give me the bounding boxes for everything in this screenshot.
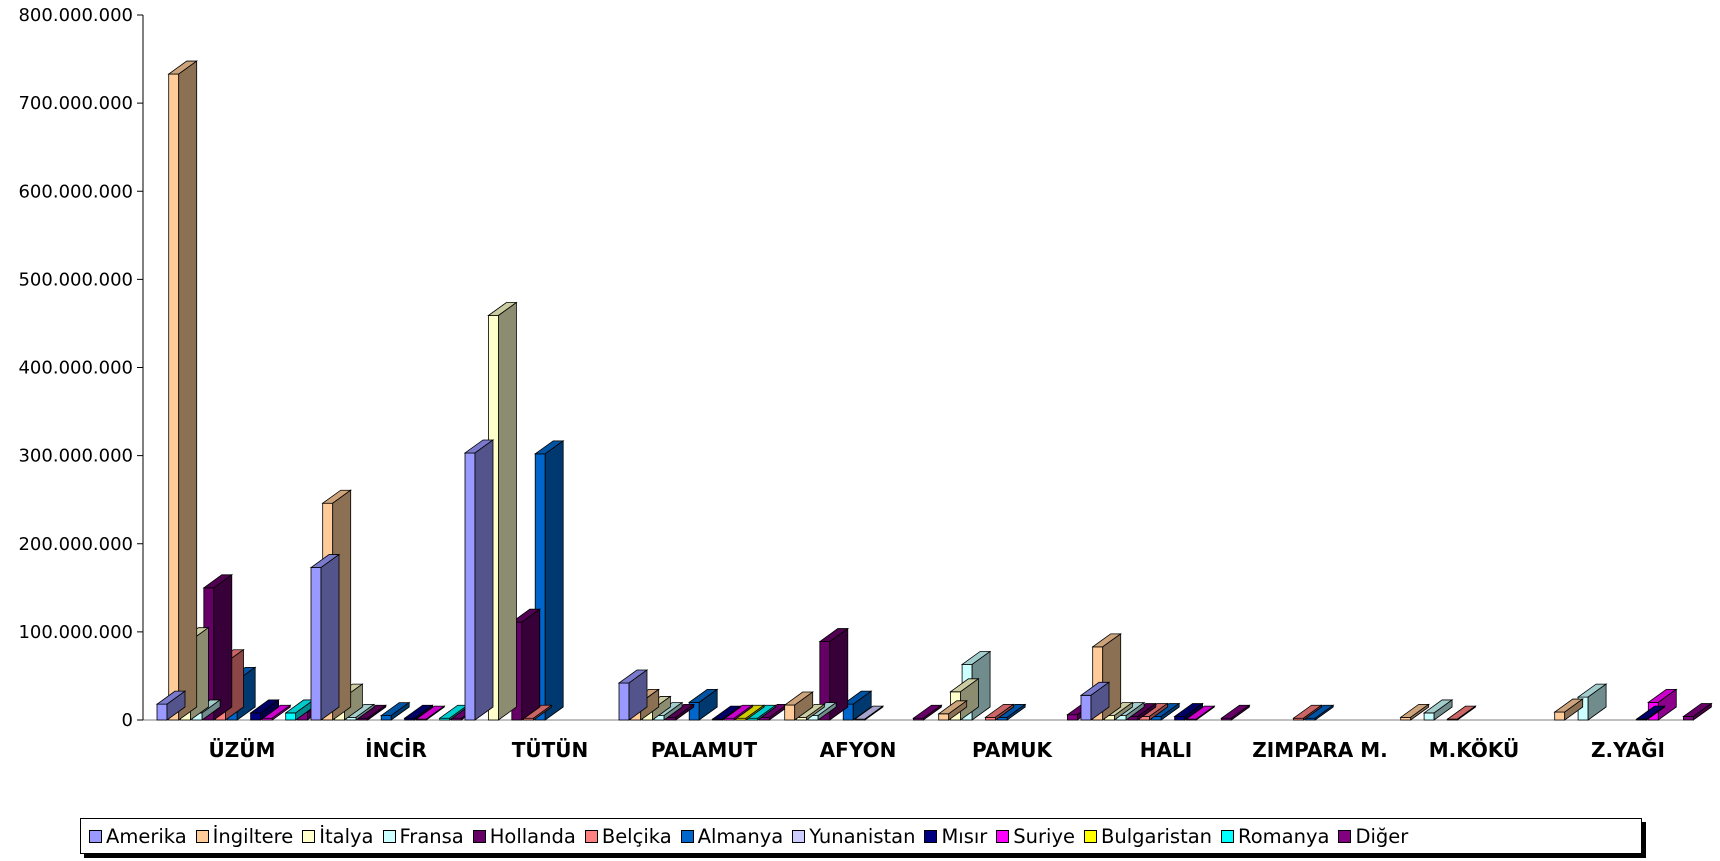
bar-belçika-2 (522, 704, 553, 721)
legend-label: Diğer (1355, 824, 1409, 848)
bar-diğer-9 (1682, 702, 1713, 721)
bar-hollanda-4 (818, 627, 850, 721)
legend-label: İngiltere (212, 824, 294, 848)
legend-label: Belçika (601, 824, 672, 848)
bar-suriye-3 (723, 704, 754, 721)
bar-mısır-0 (249, 699, 280, 721)
legend-item: Mısır (924, 825, 987, 848)
bar-i̇ngiltere-0 (167, 60, 198, 721)
legend-item: Amerika (89, 825, 187, 848)
legend-swatch (680, 829, 694, 843)
legend-item: Bulgaristan (1084, 825, 1212, 848)
bar-mısır-9 (1635, 705, 1666, 721)
legend-item: Fransa (382, 824, 464, 848)
x-category-label: HALI (1140, 738, 1192, 762)
legend-label: Amerika (106, 824, 187, 848)
y-tick-label: 500.000.000 (18, 269, 133, 290)
legend-item: Suriye (996, 825, 1075, 848)
legend-label: Mısır (941, 824, 988, 848)
legend-item: İtalya (302, 824, 374, 848)
bar-mısır-3 (711, 705, 742, 721)
legend-label: İtalya (319, 824, 374, 848)
bar-diğer-6 (1220, 704, 1251, 721)
y-tick-label: 700.000.000 (18, 93, 133, 114)
legend-swatch (792, 829, 806, 843)
x-category-label: PAMUK (972, 738, 1053, 762)
bar-i̇ngiltere-4 (783, 691, 814, 721)
bar-almanya-7 (1303, 704, 1335, 721)
bar-mısır-1 (403, 704, 434, 721)
legend-item: Romanya (1221, 825, 1329, 848)
legend-swatch (382, 829, 396, 843)
legend-swatch (195, 829, 209, 843)
bar-mısır-6 (1173, 702, 1204, 721)
bar-i̇ngiltere-5 (937, 700, 968, 721)
y-tick-label: 100.000.000 (18, 622, 133, 643)
legend: Amerika İngiltere İtalya Fransa Hollanda Belç… (80, 818, 1642, 854)
y-tick-label: 800.000.000 (18, 5, 133, 26)
bar-i̇ngiltere-9 (1553, 698, 1584, 721)
legend-swatch (302, 829, 316, 843)
y-tick-label: 400.000.000 (18, 358, 133, 379)
bar-almanya-1 (379, 701, 411, 721)
legend-item: Almanya (680, 824, 784, 848)
bar-romanya-3 (746, 704, 777, 721)
bar-almanya-3 (687, 688, 719, 721)
bar-almanya-2 (533, 440, 565, 721)
bar-fransa-9 (1576, 683, 1608, 721)
legend-item: Diğer (1338, 825, 1408, 848)
legend-swatch (584, 829, 598, 843)
legend-swatch (89, 829, 102, 843)
bar-belçika-8 (1446, 705, 1477, 721)
y-tick-label: 600.000.000 (18, 181, 133, 202)
x-category-label: ZIMPARA M. (1252, 738, 1388, 762)
x-category-label: TÜTÜN (512, 738, 589, 762)
legend-item: Belçika (584, 824, 672, 848)
bar-amerika-2 (463, 439, 495, 721)
legend-label: Yunanistan (809, 824, 916, 848)
bar-diğer-4 (912, 704, 943, 721)
legend-label: Almanya (697, 824, 784, 848)
legend-label: Fransa (399, 824, 464, 848)
bar-fransa-8 (1422, 699, 1454, 721)
bar-belçika-7 (1292, 704, 1323, 721)
legend-swatch (1221, 829, 1235, 843)
bar-amerika-6 (1079, 681, 1111, 721)
bar-amerika-1 (309, 553, 341, 721)
bar-belçika-5 (984, 703, 1015, 721)
legend-swatch (924, 829, 938, 843)
bar-amerika-3 (617, 669, 649, 721)
x-category-label: ÜZÜM (209, 738, 276, 762)
legend-label: Suriye (1013, 824, 1076, 848)
legend-label: Romanya (1238, 824, 1330, 848)
legend-item: İngiltere (195, 824, 294, 848)
x-category-label: Z.YAĞI (1591, 738, 1665, 762)
legend-swatch (472, 829, 486, 843)
legend-swatch (1084, 829, 1098, 843)
y-tick-label: 200.000.000 (18, 534, 133, 555)
y-tick-label: 0 (122, 710, 133, 731)
bar-amerika-0 (155, 690, 187, 721)
bar-yunanistan-4 (853, 705, 885, 721)
legend-label: Bulgaristan (1101, 824, 1213, 848)
legend-swatch (1338, 829, 1352, 843)
legend-item: Yunanistan (792, 825, 915, 848)
legend-swatch (996, 829, 1010, 843)
x-category-label: PALAMUT (651, 738, 758, 762)
bar-i̇ngiltere-8 (1399, 703, 1430, 721)
x-category-label: İNCİR (365, 738, 427, 762)
x-category-label: AFYON (820, 738, 897, 762)
bar-almanya-4 (841, 690, 873, 721)
legend-item: Hollanda (472, 824, 576, 848)
y-tick-label: 300.000.000 (18, 446, 133, 467)
x-category-label: M.KÖKÜ (1429, 738, 1520, 762)
legend-label: Hollanda (489, 824, 576, 848)
